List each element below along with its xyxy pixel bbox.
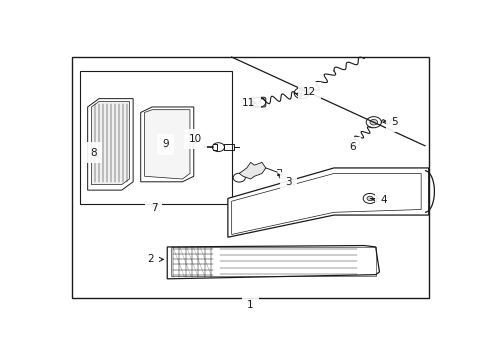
Circle shape [294, 87, 309, 99]
Bar [171, 247, 375, 276]
Polygon shape [227, 168, 428, 237]
Circle shape [369, 120, 377, 125]
Circle shape [297, 90, 305, 96]
Polygon shape [239, 162, 265, 179]
Text: 10: 10 [189, 134, 202, 144]
Text: 12: 12 [302, 87, 315, 97]
Text: 9: 9 [162, 139, 168, 149]
Text: 1: 1 [247, 300, 253, 310]
Polygon shape [167, 246, 379, 279]
Text: 3: 3 [277, 174, 291, 187]
Text: 6: 6 [349, 142, 356, 152]
Circle shape [366, 117, 381, 128]
Polygon shape [141, 107, 193, 182]
Bar [72, 57, 428, 298]
Circle shape [233, 173, 245, 182]
Circle shape [366, 196, 372, 201]
Circle shape [212, 143, 224, 152]
Text: 7: 7 [150, 203, 157, 213]
Polygon shape [91, 102, 129, 185]
Text: 4: 4 [371, 195, 386, 205]
Bar [80, 71, 231, 204]
Text: 11: 11 [242, 98, 256, 108]
Polygon shape [144, 110, 189, 179]
Text: 2: 2 [146, 255, 163, 264]
FancyBboxPatch shape [250, 97, 265, 107]
Circle shape [349, 139, 359, 147]
Circle shape [363, 193, 376, 203]
Text: 5: 5 [382, 117, 397, 127]
Text: 8: 8 [90, 148, 98, 158]
Polygon shape [87, 99, 133, 190]
